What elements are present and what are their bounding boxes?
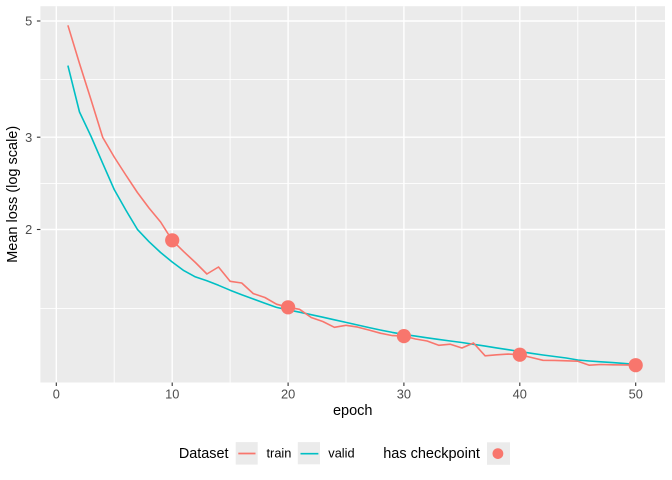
svg-text:50: 50	[629, 387, 643, 402]
svg-text:epoch: epoch	[333, 403, 373, 419]
svg-text:train: train	[267, 445, 292, 460]
svg-text:0: 0	[53, 387, 60, 402]
svg-text:2: 2	[25, 222, 32, 237]
svg-text:10: 10	[165, 387, 179, 402]
svg-text:has checkpoint: has checkpoint	[383, 446, 480, 462]
svg-text:30: 30	[397, 387, 411, 402]
svg-text:5: 5	[25, 14, 32, 29]
svg-text:20: 20	[281, 387, 295, 402]
svg-text:valid: valid	[328, 445, 354, 460]
svg-text:3: 3	[25, 130, 32, 145]
svg-text:40: 40	[513, 387, 527, 402]
svg-text:Mean loss (log scale): Mean loss (log scale)	[5, 126, 21, 263]
svg-text:Dataset: Dataset	[179, 446, 229, 462]
